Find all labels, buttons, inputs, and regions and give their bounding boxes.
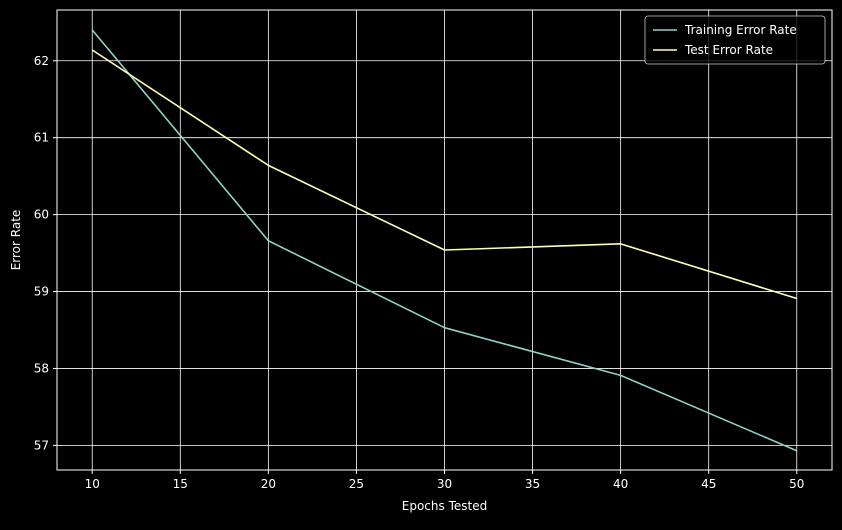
- x-axis-label: Epochs Tested: [402, 499, 487, 513]
- y-tick-label: 59: [34, 285, 49, 299]
- plot-frame: [56, 9, 833, 471]
- series-line-training-error-rate: [91, 29, 798, 452]
- y-tick-label: 62: [34, 54, 49, 68]
- grid-layer: [57, 10, 832, 470]
- legend: Training Error Rate Test Error Rate: [644, 15, 826, 65]
- tick-layer: 10 15 20 25 30 35 40 45 50 57 58 59 60 61 62: [34, 54, 805, 491]
- x-tick-label: 40: [613, 477, 628, 491]
- legend-label: Training Error Rate: [684, 23, 797, 37]
- x-tick-label: 35: [525, 477, 540, 491]
- x-tick-label: 10: [85, 477, 100, 491]
- x-tick-label: 15: [173, 477, 188, 491]
- x-tick-label: 45: [701, 477, 716, 491]
- x-tick-label: 20: [261, 477, 276, 491]
- y-tick-label: 58: [34, 361, 49, 375]
- legend-label: Test Error Rate: [684, 43, 773, 57]
- series-line-test-error-rate: [91, 49, 798, 300]
- x-tick-label: 30: [437, 477, 452, 491]
- series-layer: [91, 29, 798, 452]
- y-tick-label: 57: [34, 438, 49, 452]
- x-tick-label: 50: [789, 477, 804, 491]
- x-tick-label: 25: [349, 477, 364, 491]
- legend-box: [644, 15, 826, 65]
- y-axis-label: Error Rate: [9, 210, 23, 271]
- y-tick-label: 61: [34, 131, 49, 145]
- y-tick-label: 60: [34, 208, 49, 222]
